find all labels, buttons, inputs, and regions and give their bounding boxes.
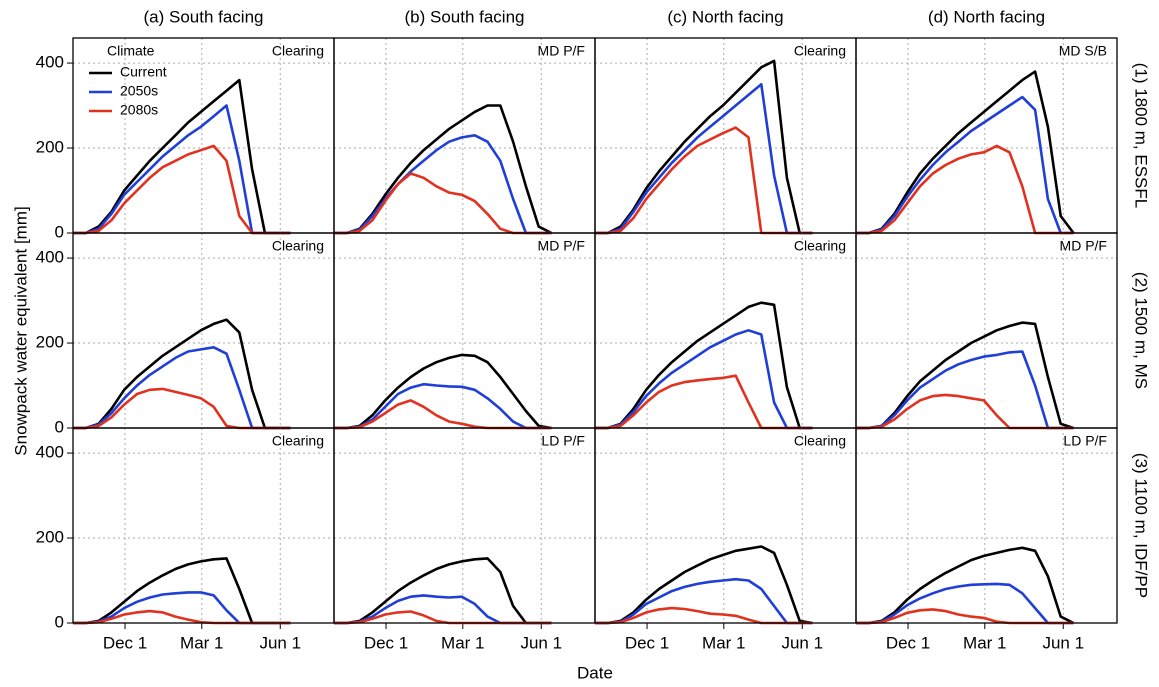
y-tick-label: 200 bbox=[36, 528, 64, 547]
row-title: (2) 1500 m, MS bbox=[1132, 272, 1151, 389]
series-line bbox=[856, 546, 1075, 625]
y-tick-label: 0 bbox=[55, 222, 64, 241]
column-title: (a) South facing bbox=[143, 7, 263, 26]
panel-frame bbox=[855, 37, 1118, 234]
panel-frame bbox=[72, 37, 335, 234]
series-line bbox=[856, 350, 1074, 430]
series-line bbox=[334, 172, 552, 235]
panel-label: MD P/F bbox=[538, 43, 585, 59]
series-line bbox=[73, 78, 291, 235]
legend-title: Climate bbox=[107, 43, 155, 59]
series-line bbox=[73, 318, 291, 430]
column-title: (d) North facing bbox=[928, 7, 1045, 26]
row-title: (1) 1800 m, ESSFL bbox=[1132, 63, 1151, 209]
panel-label: LD P/F bbox=[541, 433, 585, 449]
x-tick-label: Mar 1 bbox=[702, 633, 745, 652]
x-tick-label: Jun 1 bbox=[781, 633, 823, 652]
series-line bbox=[73, 104, 291, 235]
column-title: (c) North facing bbox=[667, 7, 783, 26]
series-line bbox=[334, 594, 552, 625]
panel-label: MD S/B bbox=[1059, 43, 1107, 59]
series-line bbox=[856, 582, 1074, 625]
legend-label: Current bbox=[120, 64, 167, 80]
x-tick-label: Dec 1 bbox=[625, 633, 669, 652]
panel-frame bbox=[594, 427, 857, 624]
series-line bbox=[73, 557, 291, 625]
series-line bbox=[595, 329, 813, 430]
series-line bbox=[334, 382, 552, 430]
panel-frame bbox=[855, 427, 1118, 624]
x-tick-label: Dec 1 bbox=[103, 633, 147, 652]
x-tick-label: Mar 1 bbox=[180, 633, 223, 652]
panel-label: Clearing bbox=[794, 43, 846, 59]
series-line bbox=[856, 321, 1074, 430]
y-tick-label: 400 bbox=[36, 53, 64, 72]
column-title: (b) South facing bbox=[404, 7, 524, 26]
x-axis-label: Date bbox=[577, 663, 613, 682]
y-tick-label: 400 bbox=[36, 248, 64, 267]
series-line bbox=[856, 95, 1074, 235]
panel-label: Clearing bbox=[794, 238, 846, 254]
y-axis-label: Snowpack water equivalent [mm] bbox=[11, 206, 30, 455]
series-line bbox=[334, 134, 552, 235]
y-tick-label: 200 bbox=[36, 138, 64, 157]
x-tick-label: Jun 1 bbox=[259, 633, 301, 652]
y-tick-label: 0 bbox=[55, 612, 64, 631]
panel-label: LD P/F bbox=[1063, 433, 1107, 449]
panel-frame bbox=[333, 427, 596, 624]
panel-label: MD P/F bbox=[1060, 238, 1107, 254]
y-tick-label: 200 bbox=[36, 333, 64, 352]
series-line bbox=[856, 393, 1074, 430]
series-line bbox=[595, 301, 813, 430]
series-line bbox=[595, 545, 813, 625]
x-tick-label: Mar 1 bbox=[441, 633, 484, 652]
series-line bbox=[334, 557, 552, 625]
x-tick-label: Dec 1 bbox=[364, 633, 408, 652]
panel-frame bbox=[333, 232, 596, 429]
series-line bbox=[595, 577, 813, 625]
panel-label: Clearing bbox=[272, 43, 324, 59]
panel-label: MD P/F bbox=[538, 238, 585, 254]
row-title: (3) 1100 m, IDF/PP bbox=[1132, 453, 1151, 598]
panel-frame bbox=[594, 37, 857, 234]
legend-label: 2050s bbox=[120, 83, 158, 99]
panel-frame bbox=[855, 232, 1118, 429]
panel-frame bbox=[594, 232, 857, 429]
panel-label: Clearing bbox=[272, 433, 324, 449]
legend-label: 2080s bbox=[120, 102, 158, 118]
panel-label: Clearing bbox=[272, 238, 324, 254]
x-tick-label: Jun 1 bbox=[520, 633, 562, 652]
panel-label: Clearing bbox=[794, 433, 846, 449]
series-line bbox=[595, 83, 813, 235]
x-tick-label: Dec 1 bbox=[886, 633, 930, 652]
panel-frame bbox=[333, 37, 596, 234]
series-line bbox=[595, 374, 813, 430]
y-tick-label: 400 bbox=[36, 443, 64, 462]
x-tick-label: Mar 1 bbox=[963, 633, 1006, 652]
y-tick-label: 0 bbox=[55, 417, 64, 436]
series-line bbox=[595, 59, 813, 235]
x-tick-label: Jun 1 bbox=[1042, 633, 1084, 652]
series-line bbox=[334, 353, 552, 430]
